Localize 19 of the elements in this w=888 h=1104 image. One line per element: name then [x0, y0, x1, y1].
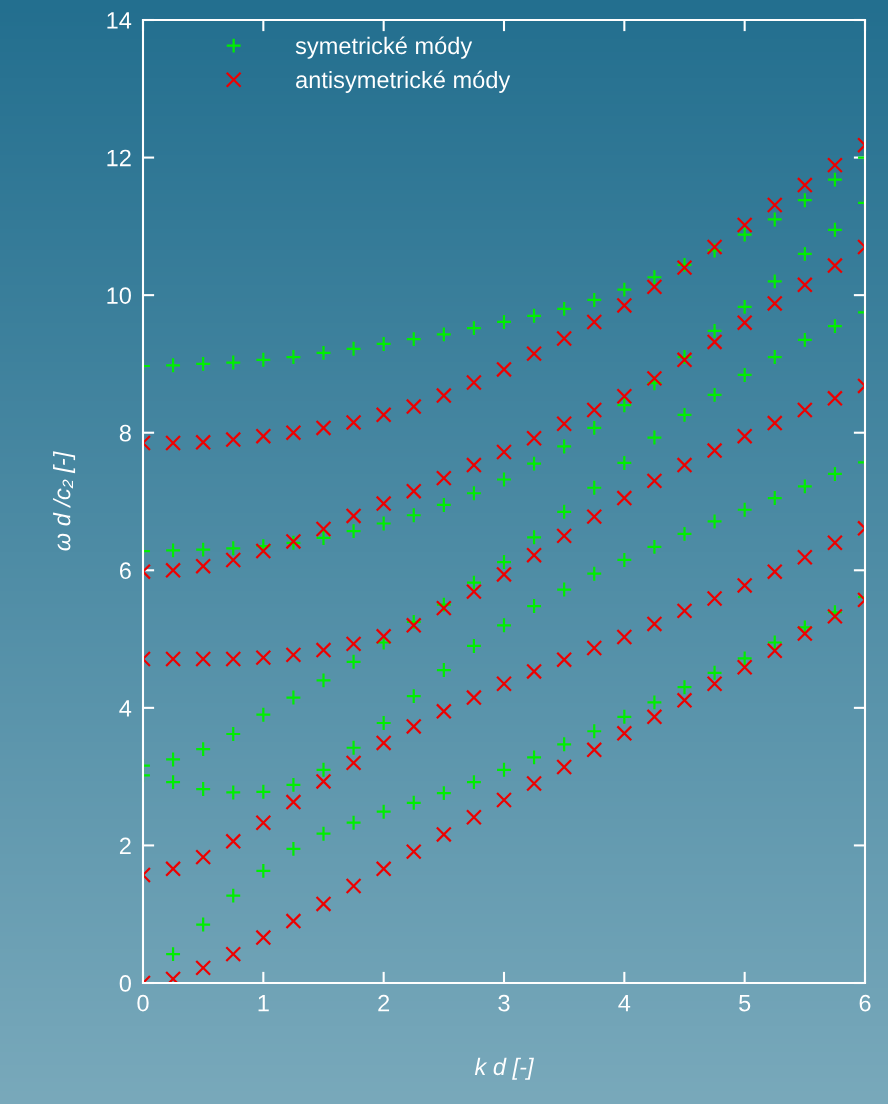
x-tick-label: 5: [739, 994, 751, 1012]
y-tick-label: 2: [119, 837, 131, 854]
y-axis-title: ω d /c₂ [-]: [53, 451, 76, 551]
y-tick-label: 12: [107, 149, 131, 167]
x-tick-label: 3: [498, 994, 510, 1012]
y-tick-label: 0: [119, 975, 131, 992]
x-tick-label: 0: [137, 994, 149, 1012]
legend-label: symetrické módy: [295, 36, 473, 59]
y-tick-label: 4: [119, 700, 132, 717]
x-tick-label: 2: [378, 994, 390, 1012]
y-tick-label: 6: [119, 562, 131, 580]
y-tick-label: 8: [119, 424, 131, 442]
y-tick-label: 14: [107, 12, 132, 29]
legend-label: antisymetrické módy: [296, 70, 511, 93]
y-tick-label: 10: [107, 287, 131, 304]
x-axis-title: k d [-]: [474, 1057, 534, 1080]
x-tick-label: 4: [618, 994, 631, 1012]
x-tick-label: 6: [859, 994, 871, 1012]
x-tick-label: 1: [258, 994, 269, 1012]
